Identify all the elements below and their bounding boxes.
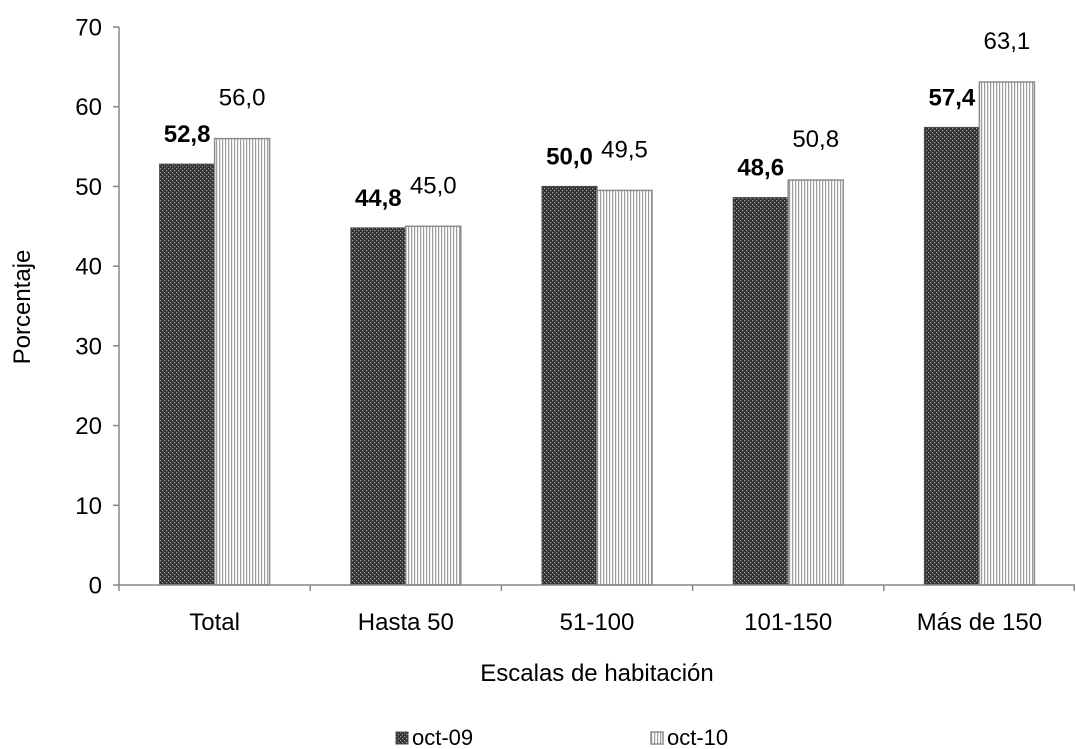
bar-oct-09-51-100 [541,185,598,586]
data-label-oct-09-hasta-50: 44,8 [355,185,402,212]
bar-oct-10-total [213,137,271,586]
y-tick-label-10: 10 [75,493,102,520]
bar-oct-09-total [159,163,216,586]
data-label-oct-10-mas-de-150: 63,1 [984,28,1031,55]
bar-oct-09-101-150 [732,197,789,586]
data-label-oct-09-51-100: 50,0 [546,143,593,170]
x-tick-label-hasta-50: Hasta 50 [358,609,454,636]
bar-oct-09-mas-de-150 [923,126,980,586]
legend: oct-09 oct-10 [395,725,728,749]
data-label-oct-10-hasta-50: 45,0 [410,172,457,199]
bar-oct-09-hasta-50 [350,227,407,586]
data-label-oct-10-101-150: 50,8 [792,126,839,153]
bar-oct-10-51-100 [596,189,653,586]
x-tick-label-total: Total [189,609,240,636]
legend-item-oct-10: oct-10 [650,725,728,749]
x-tick-label-51-100: 51-100 [560,609,635,636]
data-labels-layer: 52,8 56,0 44,8 45,0 50,0 49,5 48,6 50,8 57,4 63,1 [164,28,1031,212]
bars-layer [159,81,1036,586]
legend-label-oct-10: oct-10 [667,725,728,749]
x-axis-title: Escalas de habitación [480,660,713,687]
y-tick-label-60: 60 [75,94,102,121]
x-tick-label-101-150: 101-150 [744,609,832,636]
y-tick-label-40: 40 [75,254,102,281]
data-label-oct-10-total: 56,0 [219,85,266,112]
legend-label-oct-09: oct-09 [412,725,473,749]
bar-oct-10-101-150 [787,179,844,586]
axes-layer [113,26,1075,591]
y-tick-label-0: 0 [89,573,102,600]
y-tick-label-70: 70 [75,15,102,42]
legend-swatch-oct-10 [650,731,664,745]
tick-labels-layer: Total Hasta 50 51-100 101-150 Más de 150 0 10 2… [75,15,1042,637]
legend-swatch-oct-09 [395,731,409,745]
data-label-oct-09-mas-de-150: 57,4 [929,84,976,111]
x-tick-label-mas-de-150: Más de 150 [917,609,1042,636]
data-label-oct-09-total: 52,8 [164,121,211,148]
y-tick-label-30: 30 [75,333,102,360]
y-axis-title: Porcentaje [9,250,36,365]
y-tick-label-20: 20 [75,413,102,440]
data-label-oct-10-51-100: 49,5 [601,136,648,163]
bar-oct-10-mas-de-150 [978,81,1036,586]
bar-oct-10-hasta-50 [405,225,462,586]
legend-item-oct-09: oct-09 [395,725,473,749]
data-label-oct-09-101-150: 48,6 [737,155,784,182]
y-tick-label-50: 50 [75,174,102,201]
